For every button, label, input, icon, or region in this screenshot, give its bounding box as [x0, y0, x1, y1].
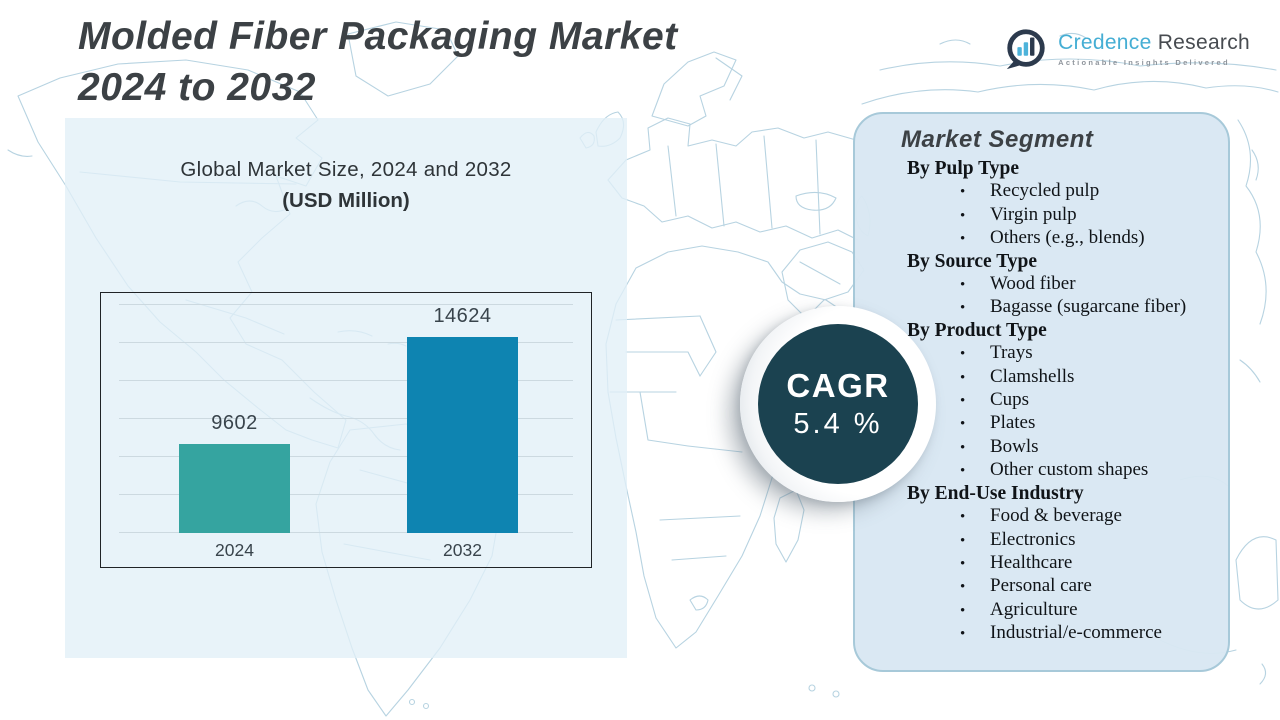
- bullet-icon: •: [960, 207, 966, 224]
- segment-item-label: Plates: [990, 412, 1036, 434]
- segment-item-label: Personal care: [990, 575, 1092, 597]
- chart-subtitle-line-1: Global Market Size, 2024 and 2032: [180, 158, 512, 181]
- cagr-ring: CAGR 5.4 %: [740, 306, 936, 502]
- bullet-icon: •: [960, 532, 966, 549]
- gridline: [119, 418, 573, 419]
- segment-heading: By Source Type: [907, 250, 1038, 272]
- segment-item: • Food & beverage: [960, 505, 1228, 528]
- bullet-icon: •: [960, 231, 966, 248]
- gridline: [119, 532, 573, 533]
- title-line-2: 2024 to 2032: [78, 65, 317, 109]
- logo-tagline: Actionable Insights Delivered: [1058, 58, 1230, 67]
- segment-item-label: Other custom shapes: [990, 459, 1149, 481]
- segment-heading: By Pulp Type: [907, 158, 1019, 179]
- segment-item: • Virgin pulp: [960, 204, 1228, 227]
- bar-2032: [407, 337, 518, 533]
- gridline: [119, 342, 573, 343]
- segment-item: • Plates: [960, 412, 1228, 435]
- segment-item: • Electronics: [960, 529, 1228, 552]
- x-axis-tick-label: 2032: [443, 540, 482, 560]
- bullet-icon: •: [960, 300, 966, 317]
- segment-item-label: Clamshells: [990, 365, 1075, 387]
- segment-item-label: Others (e.g., blends): [990, 227, 1145, 249]
- cagr-label: CAGR: [786, 367, 890, 404]
- segment-item: • Healthcare: [960, 552, 1228, 575]
- segment-item: • Recycled pulp: [960, 180, 1228, 203]
- bullet-icon: •: [960, 416, 966, 433]
- segment-heading: By End-Use Industry: [907, 482, 1084, 504]
- page-title: Molded Fiber Packaging Market 2024 to 20…: [78, 12, 678, 113]
- segment-item: • Bagasse (sugarcane fiber): [960, 296, 1228, 319]
- cagr-badge: CAGR 5.4 %: [758, 324, 918, 484]
- logo-brand-primary: Credence: [1058, 31, 1152, 54]
- bar-value-label: 9602: [211, 412, 258, 434]
- gridline: [119, 456, 573, 457]
- market-size-panel: Global Market Size, 2024 and 2032 (USD M…: [65, 118, 627, 658]
- bar-value-label: 14624: [433, 305, 492, 327]
- logo-brand: Credence Research: [1058, 31, 1250, 55]
- bullet-icon: •: [960, 369, 966, 386]
- segment-item-label: Industrial/e-commerce: [990, 622, 1162, 644]
- bar-chart: 9602 14624 2024 2032: [100, 292, 592, 568]
- x-axis-tick-label: 2024: [215, 540, 254, 560]
- segment-panel-title: Market Segment: [901, 126, 1094, 153]
- segment-item: • Bowls: [960, 436, 1228, 459]
- logo-brand-secondary: Research: [1157, 31, 1250, 54]
- bullet-icon: •: [960, 184, 966, 201]
- segment-item: • Cups: [960, 389, 1228, 412]
- segment-item: • Trays: [960, 342, 1228, 365]
- gridline: [119, 304, 573, 305]
- segment-item: • Clamshells: [960, 366, 1228, 389]
- segment-item-label: Electronics: [990, 528, 1076, 550]
- bullet-icon: •: [960, 602, 966, 619]
- segment-item-label: Virgin pulp: [990, 203, 1077, 225]
- segment-item-label: Cups: [990, 389, 1030, 411]
- bullet-icon: •: [960, 555, 966, 572]
- segment-item-label: Food & beverage: [990, 505, 1122, 527]
- bar-2024: [179, 444, 290, 533]
- bullet-icon: •: [960, 346, 966, 363]
- segment-item-label: Bowls: [990, 435, 1039, 457]
- bullet-icon: •: [960, 509, 966, 526]
- credence-research-logo: Credence Research Actionable Insights De…: [1003, 26, 1250, 72]
- bullet-icon: •: [960, 277, 966, 294]
- bullet-icon: •: [960, 393, 966, 410]
- bullet-icon: •: [960, 626, 966, 643]
- cagr-value: 5.4 %: [793, 408, 883, 440]
- bullet-icon: •: [960, 463, 966, 480]
- bullet-icon: •: [960, 579, 966, 596]
- title-line-1: Molded Fiber Packaging Market: [78, 15, 678, 58]
- bullet-icon: •: [960, 439, 966, 456]
- segment-item-label: Wood fiber: [990, 273, 1076, 295]
- x-axis-labels: 2024 2032: [101, 533, 591, 567]
- chart-subtitle-line-2: (USD Million): [282, 189, 410, 212]
- gridline: [119, 494, 573, 495]
- segment-item: • Personal care: [960, 575, 1228, 598]
- gridline: [119, 380, 573, 381]
- logo-text: Credence Research Actionable Insights De…: [1058, 31, 1250, 67]
- segment-item-label: Recycled pulp: [990, 180, 1100, 202]
- segment-item-label: Agriculture: [990, 598, 1078, 620]
- segment-item: • Agriculture: [960, 599, 1228, 622]
- bar-plot: 9602 14624: [101, 293, 591, 533]
- segment-item-label: Trays: [990, 342, 1033, 364]
- segment-item: • Industrial/e-commerce: [960, 622, 1228, 645]
- logo-bar-chart-icon: [1006, 29, 1045, 70]
- segment-list: By Pulp Type • Recycled pulp • Virgin pulp • O…: [855, 158, 1228, 646]
- segment-item: • Others (e.g., blends): [960, 227, 1228, 250]
- segment-item: • Wood fiber: [960, 273, 1228, 296]
- segment-item: • Other custom shapes: [960, 459, 1228, 482]
- segment-item-label: Bagasse (sugarcane fiber): [990, 296, 1187, 318]
- chart-subtitle: Global Market Size, 2024 and 2032 (USD M…: [65, 118, 627, 213]
- segment-item-label: Healthcare: [990, 551, 1073, 573]
- segment-heading: By Product Type: [907, 319, 1047, 341]
